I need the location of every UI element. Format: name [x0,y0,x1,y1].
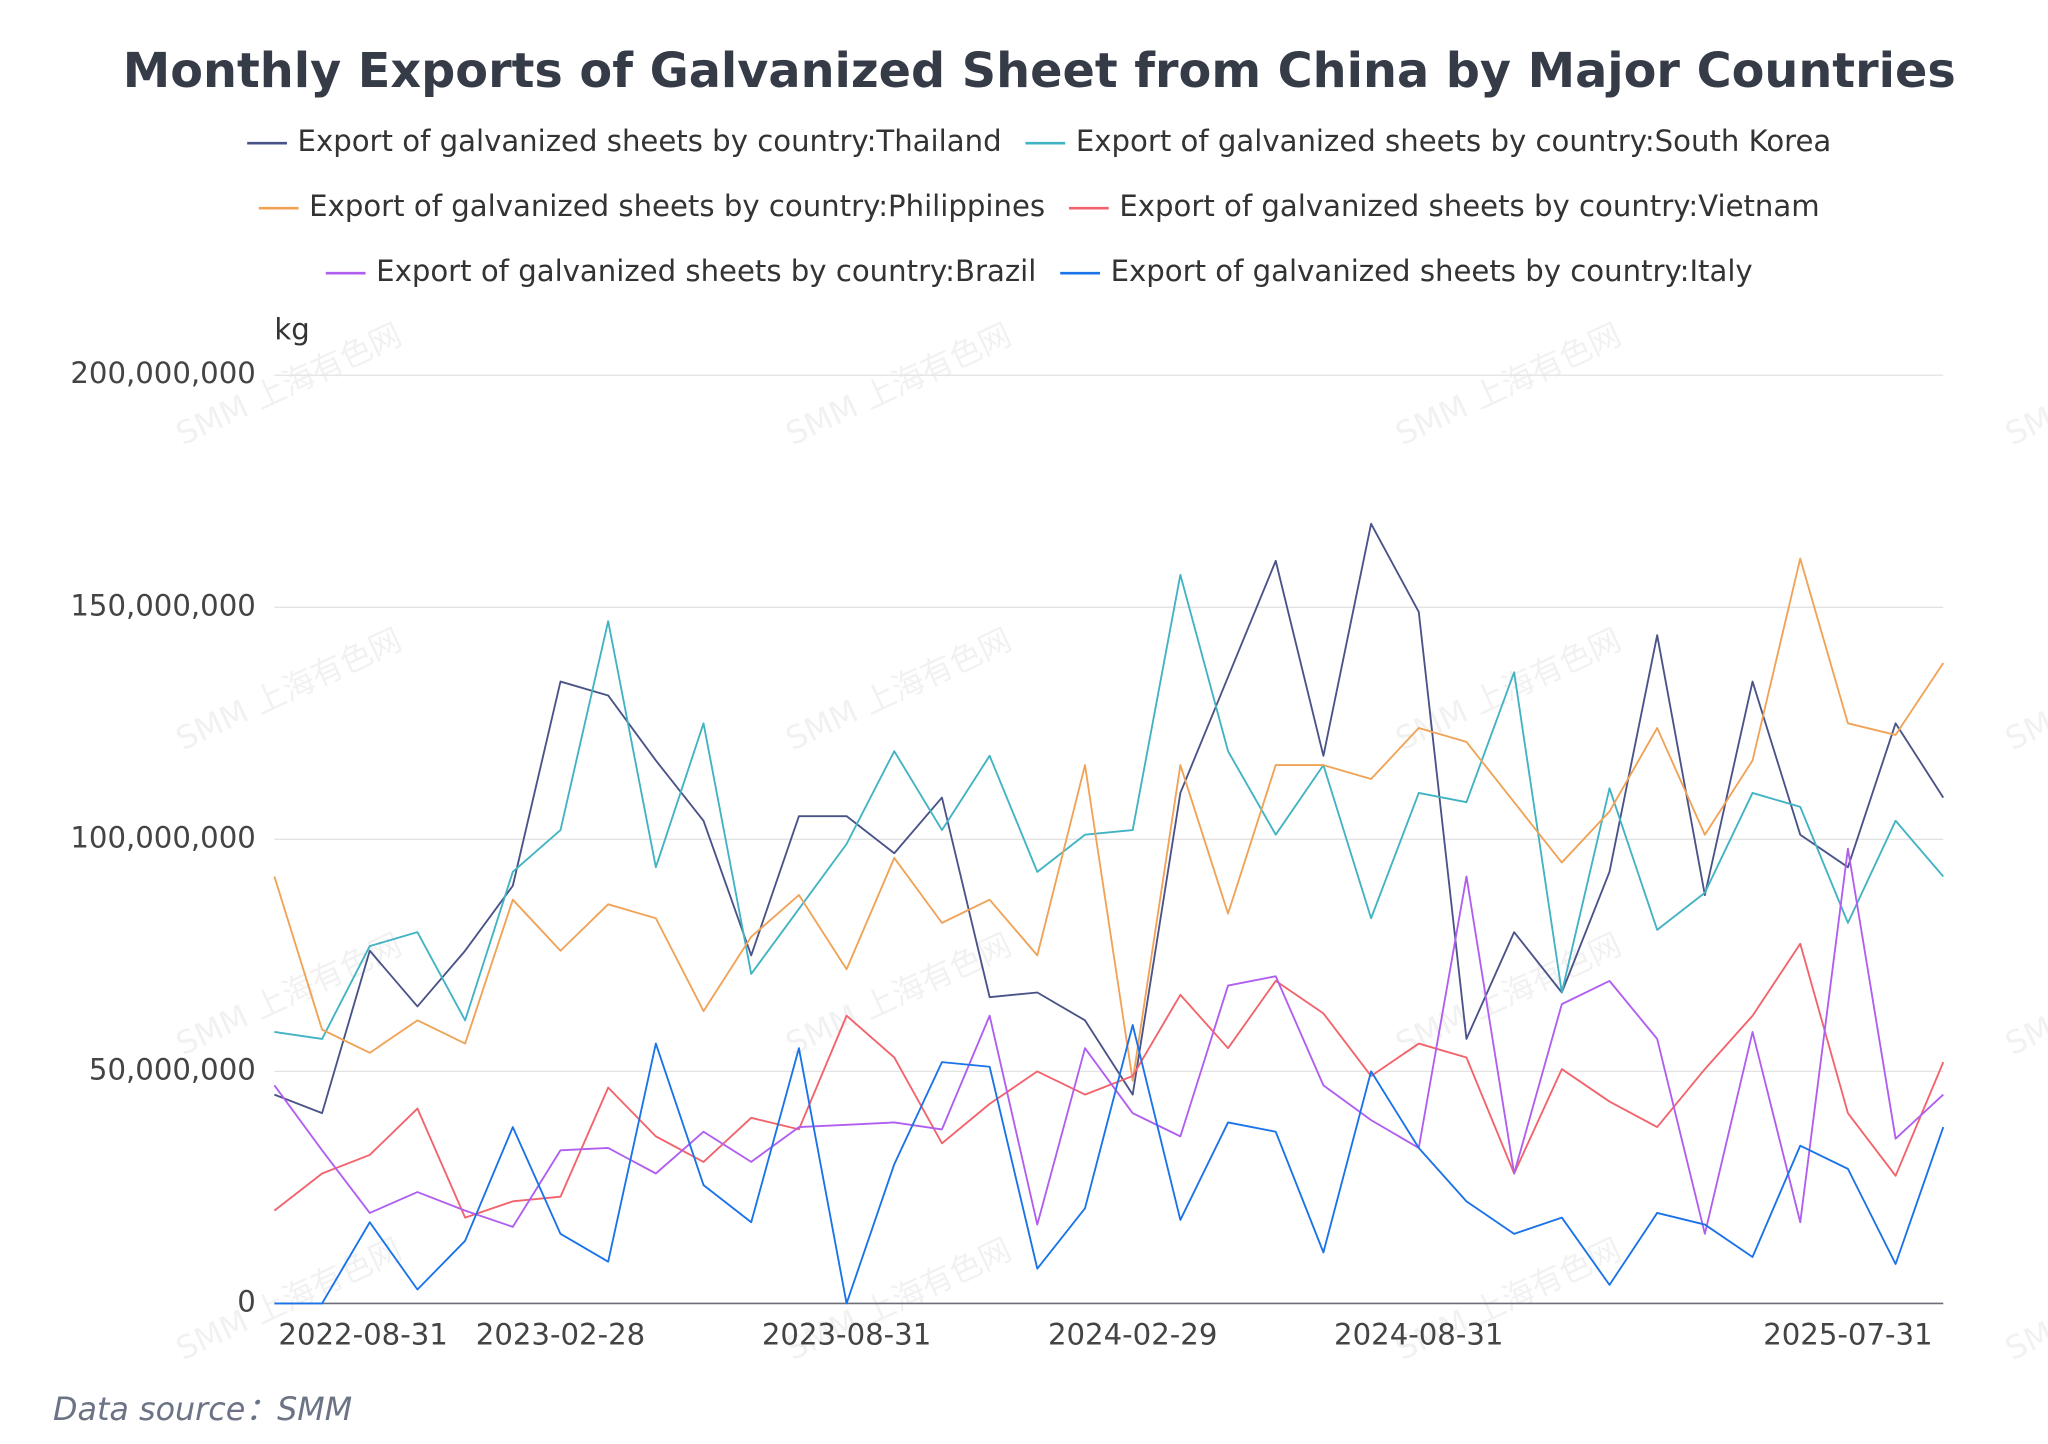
y-tick-label: 50,000,000 [89,1052,256,1086]
watermark: SMM 上海有色网 [780,925,1017,1063]
watermark: SMM 上海有色网 [1999,925,2048,1063]
watermark: SMM 上海有色网 [1999,315,2048,453]
series-line [273,847,1944,1235]
x-tick-label: 2024-02-29 [1048,1318,1217,1352]
data-source: Data source：SMM [53,1390,352,1428]
watermark: SMM 上海有色网 [780,620,1017,758]
watermark: SMM 上海有色网 [1390,315,1627,453]
series-line [274,1024,1945,1305]
legend-label: Export of galvanized sheets by country:B… [376,254,1036,288]
x-tick-label: 2025-07-31 [1763,1318,1932,1352]
y-axis-label: kg [274,312,309,346]
y-tick-label: 0 [237,1284,256,1318]
legend-label: Export of galvanized sheets by country:I… [1111,254,1753,288]
legend-item: Export of galvanized sheets by country:I… [1060,254,1753,288]
x-tick-label: 2022-08-31 [278,1318,447,1352]
series-line [273,942,1945,1219]
legend-label: Export of galvanized sheets by country:S… [1076,124,1831,158]
legend-item: Export of galvanized sheets by country:S… [1025,124,1831,158]
legend-item: Export of galvanized sheets by country:V… [1068,189,1820,223]
watermarks: SMM 上海有色网 SMM 上海有色网 SMM 上海有色网 SMM 上海有色网 SMM … [170,315,2048,1368]
y-tick-label: 150,000,000 [70,588,255,622]
x-tick-label: 2024-08-31 [1334,1318,1503,1352]
series-line [274,573,1944,1040]
x-tick-label: 2023-08-31 [762,1318,931,1352]
watermark: SMM 上海有色网 [1999,1230,2048,1368]
y-tick-label: 200,000,000 [70,356,255,390]
legend-item: Export of galvanized sheets by country:P… [258,189,1045,223]
legend-label: Export of galvanized sheets by country:T… [298,124,1002,158]
legend-item: Export of galvanized sheets by country:T… [247,124,1002,158]
chart-title: Monthly Exports of Galvanized Sheet from… [123,44,1956,99]
series-line [274,522,1945,1115]
x-tick-label: 2023-02-28 [476,1318,645,1352]
legend-item: Export of galvanized sheets by country:B… [325,254,1036,288]
watermark: SMM 上海有色网 [1999,620,2048,758]
y-tick-label: 100,000,000 [70,820,255,854]
series-line [273,557,1945,1082]
legend-label: Export of galvanized sheets by country:V… [1119,189,1819,223]
legend-label: Export of galvanized sheets by country:P… [309,189,1045,223]
watermark: SMM 上海有色网 [170,620,407,758]
watermark: SMM 上海有色网 [780,315,1017,453]
